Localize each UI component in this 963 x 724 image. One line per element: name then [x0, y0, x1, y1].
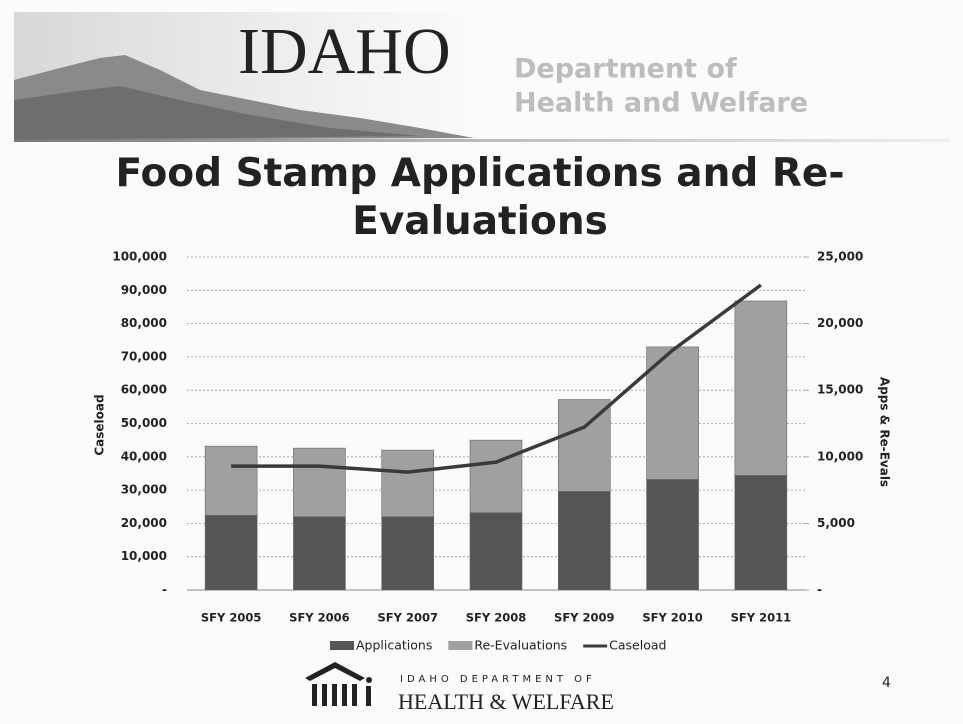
legend-swatch	[330, 641, 354, 650]
mountain-shadow	[14, 86, 420, 140]
y2-tick-label: 5,000	[817, 516, 855, 530]
x-tick-label: SFY 2005	[201, 611, 261, 625]
bar-segment	[381, 449, 435, 518]
department: Department of	[514, 54, 737, 85]
legend-label: Re-Evaluations	[474, 638, 567, 653]
bar-segment	[381, 516, 435, 591]
bar-segment	[204, 515, 258, 591]
bar-segment	[646, 346, 699, 480]
y-tick-label: 50,000	[121, 416, 167, 430]
bar-segment	[646, 479, 699, 591]
bar-segment	[293, 447, 346, 518]
y-tick-label: 40,000	[121, 449, 167, 463]
y-tick-label: 10,000	[121, 549, 167, 563]
page-number: 4	[882, 675, 891, 691]
y-axis-title: Caseload	[93, 394, 107, 455]
x-tick-label: SFY 2011	[731, 611, 791, 625]
y2-tick-label: 15,000	[817, 383, 863, 397]
bar-segment	[469, 439, 523, 514]
header-rule	[14, 139, 949, 142]
x-tick-label: SFY 2010	[642, 611, 702, 625]
bar-segment	[204, 445, 258, 516]
y-tick-label: 100,000	[112, 250, 167, 264]
footer-agency-top: IDAHO DEPARTMENT OF	[400, 674, 596, 685]
chart-title: Food Stamp Applications and Re-Evaluatio…	[115, 151, 845, 244]
y2-axis-title: Apps & Re-Evals	[878, 377, 892, 487]
y2-tick-label: 20,000	[817, 316, 863, 330]
y-tick-label: 30,000	[121, 483, 167, 497]
x-tick-label: SFY 2006	[289, 611, 349, 625]
division: Health and Welfare	[514, 88, 808, 119]
logo: IDAHO	[238, 15, 451, 88]
x-tick-label: SFY 2008	[466, 611, 526, 625]
y-tick-label: 80,000	[121, 316, 167, 330]
y-tick-label: 90,000	[121, 283, 167, 297]
y-tick-label: 60,000	[121, 383, 167, 397]
y-tick-label: 20,000	[121, 516, 167, 530]
footer-agency-bottom: HEALTH & WELFARE	[398, 689, 614, 714]
x-tick-label: SFY 2009	[554, 611, 614, 625]
line	[231, 283, 762, 474]
legend-label: Caseload	[609, 638, 666, 653]
y2-tick-label: 10,000	[817, 449, 863, 463]
bar-segment	[557, 491, 611, 591]
footer-logo	[305, 662, 372, 706]
legend-label: Applications	[356, 638, 432, 653]
y-tick-label: 70,000	[121, 349, 167, 363]
y-tick-label: -	[162, 583, 167, 597]
y2-tick-label: -	[817, 583, 822, 597]
legend-swatch	[448, 641, 473, 650]
bar-segment	[469, 512, 523, 591]
bar-segment	[734, 300, 788, 476]
bar-segment	[293, 516, 346, 591]
bar-segment	[557, 399, 611, 492]
bar-segment	[734, 475, 788, 591]
y2-tick-label: 25,000	[817, 250, 863, 264]
x-tick-label: SFY 2007	[377, 611, 437, 625]
